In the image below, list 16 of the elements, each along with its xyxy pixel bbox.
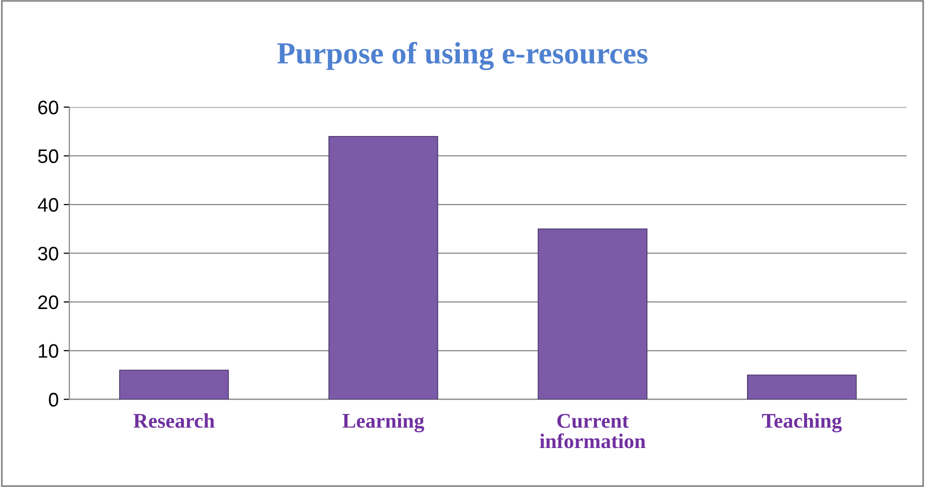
y-tick-label: 40 [38, 198, 58, 212]
bar [328, 136, 438, 400]
y-tick-label: 60 [38, 100, 58, 114]
x-tick-label: Research [133, 413, 215, 428]
x-tick-label: Learning [342, 413, 424, 432]
bar [119, 370, 229, 400]
y-tick-label: 30 [38, 246, 58, 260]
x-tick-label: Current information [540, 414, 646, 448]
x-tick-label: Teaching [762, 413, 842, 432]
bar [538, 228, 648, 400]
y-tick-label: 0 [48, 392, 58, 407]
y-tick-label: 50 [38, 149, 58, 164]
bar [747, 374, 857, 400]
y-tick-label: 20 [38, 295, 58, 310]
chart-title: Purpose of using e-resources [277, 42, 648, 70]
y-tick-label: 10 [38, 344, 58, 358]
